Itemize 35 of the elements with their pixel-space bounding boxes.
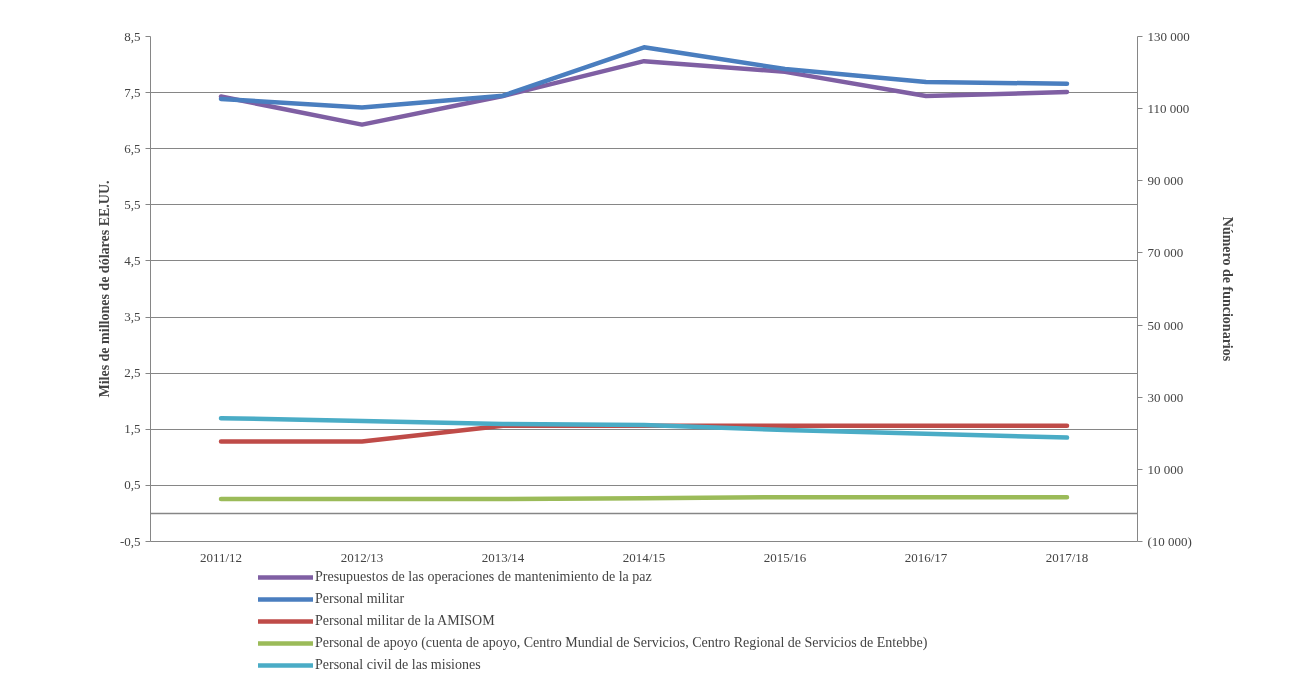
y-tick-label: 7,5 [124, 84, 141, 100]
x-tick-label: 2016/17 [904, 549, 948, 565]
x-tick-label: 2012/13 [340, 549, 384, 565]
legend-label: Presupuestos de las operaciones de mantenimiento de la paz [315, 569, 652, 585]
y2-tick-label: 10 000 [1147, 461, 1184, 477]
x-tick-label: 2015/16 [763, 549, 807, 565]
legend-label: Personal civil de las misiones [315, 657, 481, 673]
y2-tick-label: 70 000 [1147, 245, 1184, 261]
x-tick-label: 2017/18 [1045, 549, 1089, 565]
x-tick-label: 2011/12 [199, 549, 243, 565]
x-tick-label: 2013/14 [481, 549, 525, 565]
y2-tick-label: (10 000) [1147, 534, 1192, 549]
y2-tick-label: 90 000 [1147, 173, 1184, 189]
y2-tick-label: 110 000 [1147, 101, 1190, 117]
y-tick-label: 4,5 [124, 252, 141, 268]
line-series [218, 45, 1070, 110]
y-tick-label: 5,5 [124, 196, 141, 212]
y-tick-label: 2,5 [124, 365, 141, 381]
y2-tick-label: 30 000 [1147, 389, 1184, 405]
y-tick-label: 8,5 [124, 28, 141, 44]
y2-axis-title: Número de funcionarios [1219, 216, 1235, 362]
y-tick-label: 6,5 [124, 140, 141, 156]
legend-label: Personal militar [315, 591, 405, 607]
y-tick-label: 3,5 [124, 309, 141, 325]
legend-label: Personal militar de la AMISOM [315, 613, 495, 629]
y-tick-label: 0,5 [124, 477, 141, 493]
legend-label: Personal de apoyo (cuenta de apoyo, Centro Mundial de Servicios, Centro Regional de Servicios de Entebbe) [315, 635, 928, 651]
y2-tick-label: 50 000 [1147, 317, 1184, 333]
x-tick-label: 2014/15 [622, 549, 666, 565]
line-series [218, 415, 1070, 440]
line-series [218, 58, 1070, 127]
y-axis-title: Miles de millones de dólares EE.UU. [96, 180, 112, 398]
y2-tick-label: 130 000 [1147, 29, 1190, 44]
y-tick-label: 1,5 [124, 421, 141, 437]
y-tick-label: -0,5 [119, 533, 141, 549]
